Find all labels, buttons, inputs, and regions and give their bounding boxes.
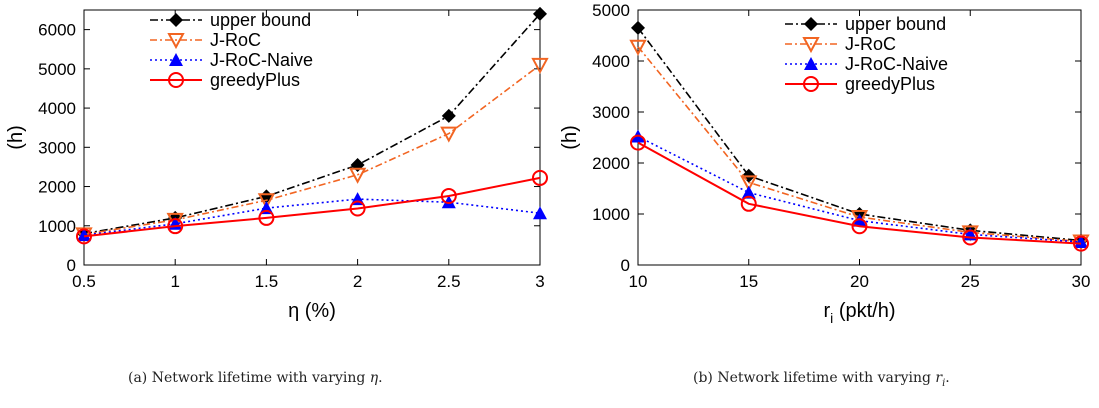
- data-point-3: [532, 169, 548, 186]
- y-tick-label: 4000: [38, 99, 76, 118]
- y-tick-label: 1000: [592, 205, 630, 224]
- data-point-3: [167, 218, 184, 235]
- data-point-3: [349, 200, 366, 217]
- caption-a: (a) Network lifetime with varying η.: [128, 370, 383, 386]
- data-point-0: [533, 6, 547, 21]
- legend-marker: [167, 33, 185, 50]
- data-point-2: [1074, 235, 1088, 249]
- series-line-0: [637, 27, 1082, 242]
- y-tick-label: 1000: [38, 217, 76, 236]
- legend-label: J-RoC: [210, 30, 261, 50]
- x-tick-label: 1: [170, 272, 179, 291]
- data-point-2: [741, 185, 756, 199]
- series-line-1: [83, 64, 541, 236]
- legend-label: greedyPlus: [210, 70, 300, 90]
- legend-marker: [804, 57, 818, 70]
- data-point-3: [440, 187, 457, 204]
- data-point-1: [629, 39, 647, 56]
- legend-marker: [168, 72, 184, 88]
- data-point-0: [350, 157, 365, 172]
- chart-a: 0.5 1 1.5 2 2.5 3 0 1000 2000 3000 4000 5000 6000 (h)…: [5, 6, 549, 322]
- legend-label: J-RoC: [845, 34, 896, 54]
- y-tick-label: 6000: [38, 21, 76, 40]
- data-point-1: [531, 57, 549, 75]
- data-point-2: [533, 206, 547, 220]
- data-point-1: [850, 210, 869, 227]
- x-tick-label: 2: [353, 272, 362, 291]
- y-tick-label: 3000: [38, 138, 76, 157]
- data-point-1: [257, 193, 276, 210]
- x-tick-label: 0.5: [72, 272, 96, 291]
- x-tick-label: 25: [961, 272, 980, 291]
- caption-b-subscript: i: [942, 377, 946, 389]
- y-tick-label: 2000: [592, 154, 630, 173]
- x-tick-label: 15: [739, 272, 758, 291]
- caption-a-text: (a) Network lifetime with varying: [128, 370, 370, 386]
- x-tick-label: 30: [1072, 272, 1091, 291]
- caption-b-variable: r: [935, 370, 943, 386]
- data-point-1: [961, 225, 979, 242]
- plot-frame: [83, 9, 541, 266]
- y-tick-label: 2000: [38, 178, 76, 197]
- x-tick-label: 1.5: [255, 272, 279, 291]
- x-axis-label-rest: (pkt/h): [833, 300, 895, 322]
- y-tick-label: 0: [67, 256, 76, 275]
- data-point-0: [631, 20, 645, 35]
- y-tick-label: 3000: [592, 103, 630, 122]
- data-point-2: [441, 195, 456, 209]
- series-line-3: [637, 141, 1082, 245]
- legend-marker: [804, 17, 818, 31]
- data-point-3: [851, 218, 868, 235]
- legend-label: greedyPlus: [845, 74, 935, 94]
- y-tick-label: 4000: [592, 52, 630, 71]
- x-tick-label: 10: [629, 272, 648, 291]
- legend-marker: [169, 53, 183, 66]
- legend-marker: [802, 37, 820, 54]
- x-tick-label: 20: [850, 272, 869, 291]
- data-point-3: [740, 195, 757, 212]
- data-point-2: [77, 228, 91, 242]
- y-axis-label: (h): [5, 125, 27, 149]
- series-line-3: [83, 176, 541, 238]
- data-point-3: [630, 134, 646, 151]
- data-point-1: [740, 175, 758, 192]
- caption-b-end: .: [945, 370, 950, 386]
- x-axis-label: ri (pkt/h): [823, 300, 895, 326]
- chart-b: 10 15 20 25 30 0 1000 2000 3000 4000 5000 (h) ri (pk…: [559, 1, 1090, 326]
- caption-b: (b) Network lifetime with varying ri.: [693, 370, 950, 389]
- data-point-1: [348, 167, 367, 184]
- legend-label: upper bound: [210, 10, 311, 30]
- data-point-3: [76, 228, 92, 245]
- y-axis-label: (h): [559, 125, 581, 149]
- data-point-3: [1073, 235, 1089, 252]
- x-axis-label-subscript: i: [830, 310, 833, 326]
- x-axis-label-main: r: [823, 300, 830, 322]
- data-point-1: [440, 126, 458, 143]
- series-line-2: [83, 198, 541, 236]
- data-point-0: [441, 108, 456, 123]
- caption-b-text: (b) Network lifetime with varying: [693, 370, 936, 386]
- y-tick-label: 5000: [592, 1, 630, 20]
- y-tick-label: 0: [621, 256, 630, 275]
- series-line-0: [83, 13, 541, 235]
- x-axis-label: η (%): [288, 300, 336, 322]
- y-tick-label: 5000: [38, 60, 76, 79]
- caption-a-end: .: [378, 370, 383, 386]
- x-axis-label-main: η (%): [288, 300, 336, 322]
- legend-label: J-RoC-Naive: [210, 50, 313, 70]
- x-tick-label: 3: [535, 272, 544, 291]
- legend-label: J-RoC-Naive: [845, 54, 948, 74]
- data-point-3: [258, 209, 275, 226]
- data-point-3: [962, 229, 979, 246]
- legend-marker: [803, 76, 819, 92]
- legend-label: upper bound: [845, 14, 946, 34]
- legend-marker: [169, 13, 183, 27]
- caption-a-variable: η: [369, 370, 379, 386]
- x-tick-label: 2.5: [437, 272, 461, 291]
